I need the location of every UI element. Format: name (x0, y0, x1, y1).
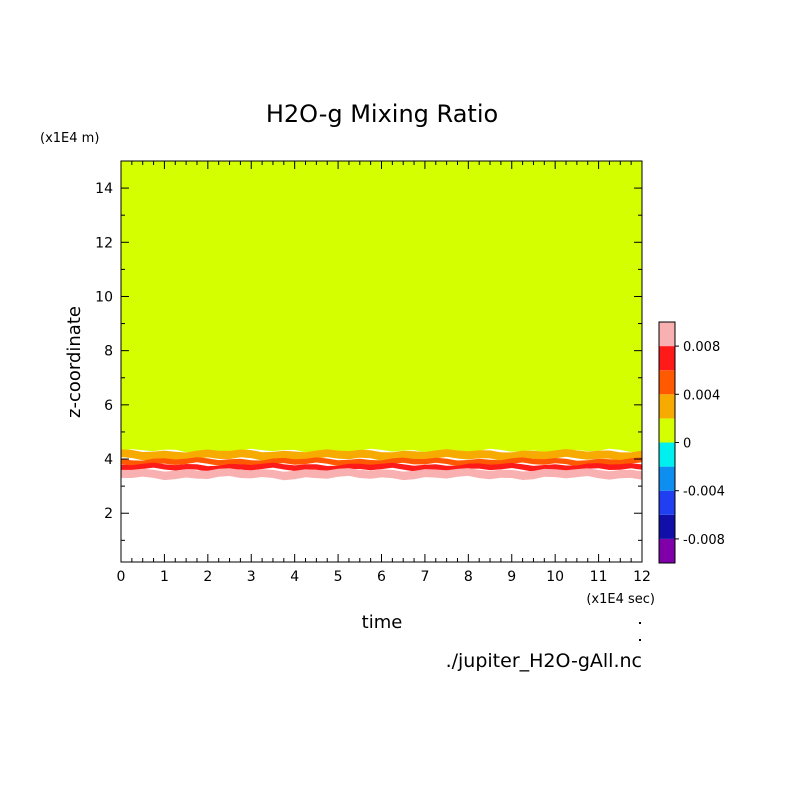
colorbar-segment (659, 538, 675, 563)
x-tick-label: 10 (546, 569, 564, 585)
x-tick-label: 8 (464, 569, 473, 585)
colorbar-segment (659, 346, 675, 371)
colorbar-segment (659, 322, 675, 347)
y-tick-label: 8 (104, 344, 113, 360)
colorbar-label: -0.004 (683, 485, 725, 500)
source-filename: ./jupiter_H2O-gAll.nc (446, 650, 642, 672)
colorbar-segment (659, 394, 675, 419)
contour-band (121, 449, 642, 461)
x-tick-label: 4 (290, 569, 299, 585)
y-tick-label: 4 (104, 452, 113, 468)
colorbar-segment (659, 514, 675, 539)
y-tick-label: 12 (95, 235, 113, 251)
x-axis-title: time (362, 612, 403, 633)
colorbar-label: 0 (683, 437, 691, 452)
y-unit-label: (x1E4 m) (40, 131, 99, 146)
y-tick-label: 10 (95, 289, 113, 305)
plot-axes (120, 160, 643, 563)
x-unit-label: (x1E4 sec) (586, 592, 655, 607)
x-tick-label: 5 (334, 569, 343, 585)
colorbar-segment (659, 442, 675, 467)
colorbar-segment (659, 466, 675, 491)
x-tick-label: 0 (117, 569, 126, 585)
y-tick-label: 2 (104, 506, 113, 522)
contour-band (121, 457, 642, 467)
x-tick-label: 12 (633, 569, 651, 585)
contour-band (121, 468, 642, 481)
corner-marks (639, 622, 641, 641)
colorbar-segment (659, 370, 675, 395)
x-tick-label: 1 (160, 569, 169, 585)
contour-band (121, 462, 642, 472)
x-tick-label: 7 (420, 569, 429, 585)
x-tick-label: 9 (507, 569, 516, 585)
x-tick-labels: 0 1 2 3 4 5 6 7 8 9 10 11 12 (117, 569, 651, 585)
x-tick-label: 6 (377, 569, 386, 585)
colorbar-label: 0.008 (683, 340, 720, 355)
y-tick-label: 6 (104, 398, 113, 414)
colorbar-labels: -0.008 -0.004 0 0.004 0.008 (683, 340, 725, 548)
x-tick-label: 3 (247, 569, 256, 585)
contour-band (121, 161, 642, 453)
y-tick-labels: 2 4 6 8 10 12 14 (95, 181, 113, 522)
y-tick-label: 14 (95, 181, 113, 197)
x-tick-label: 2 (203, 569, 212, 585)
chart-title: H2O-g Mixing Ratio (266, 100, 498, 128)
x-tick-label: 11 (590, 569, 608, 585)
y-axis-title: z-coordinate (64, 306, 85, 418)
colorbar-label: -0.008 (683, 533, 725, 548)
colorbar (658, 321, 679, 564)
colorbar-label: 0.004 (683, 388, 720, 403)
colorbar-segment (659, 418, 675, 443)
contour-bands (121, 161, 642, 481)
colorbar-segment (659, 490, 675, 515)
